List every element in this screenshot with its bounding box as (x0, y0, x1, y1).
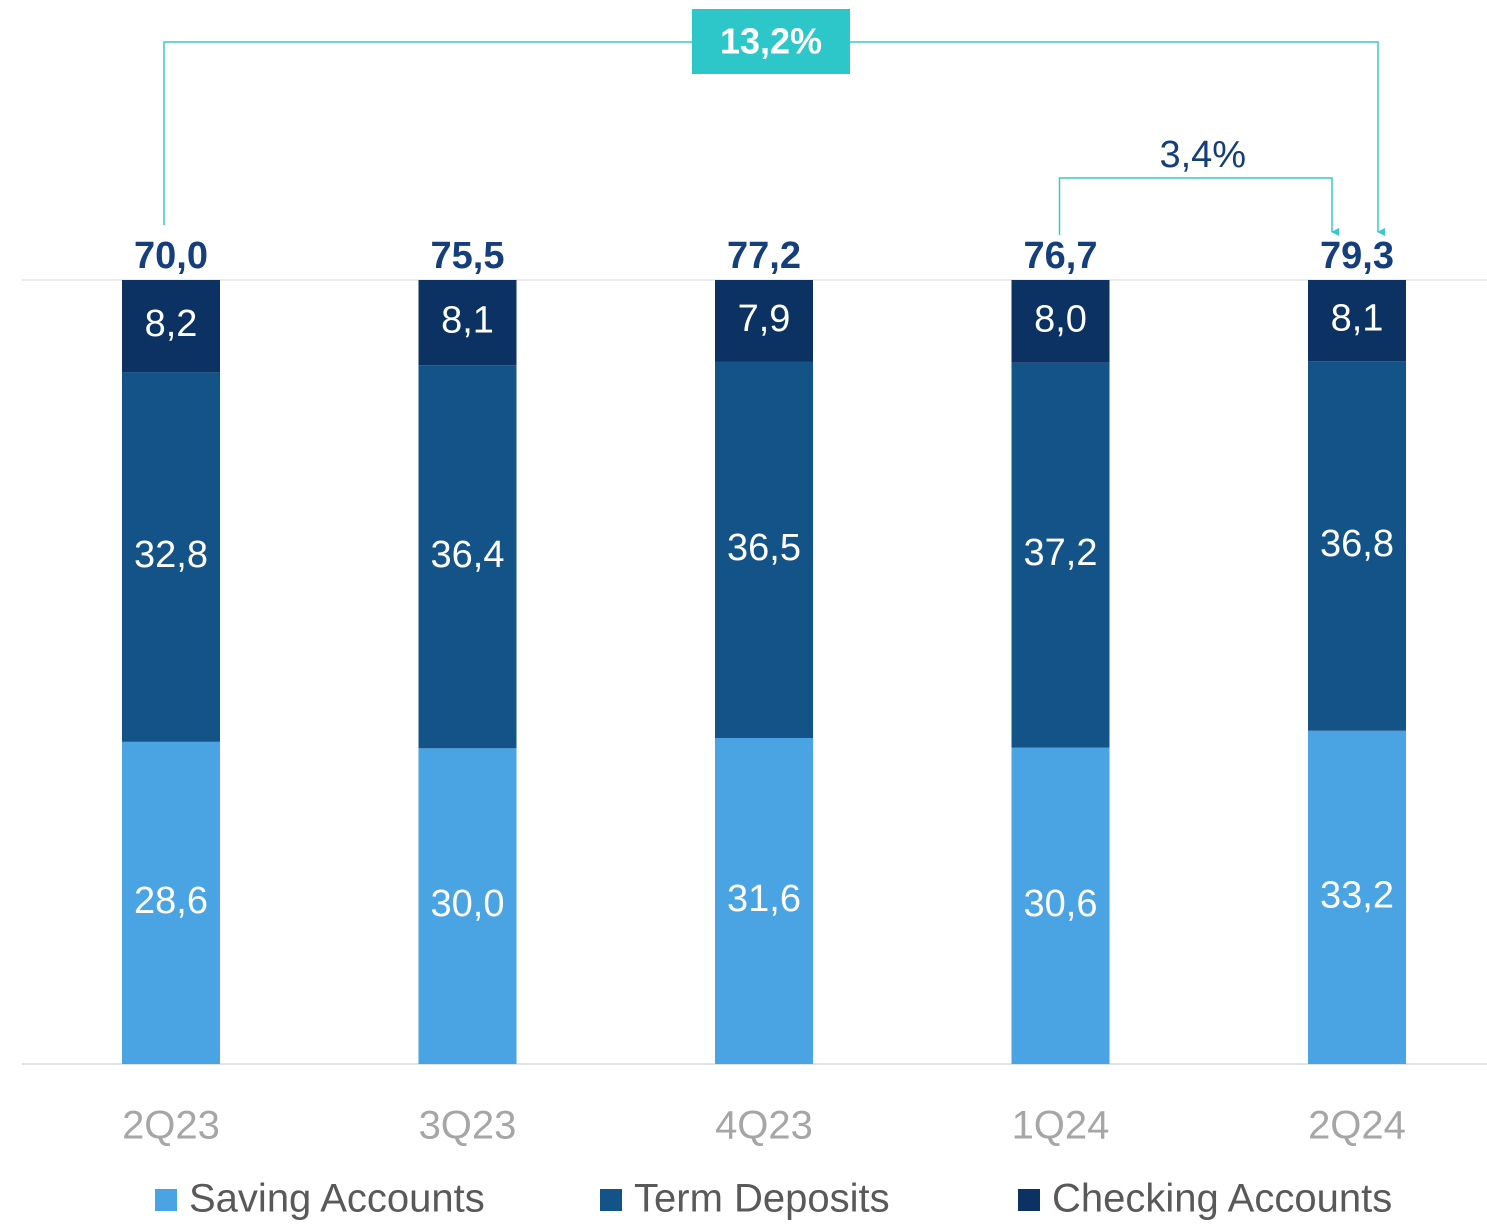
bar-segment (418, 280, 517, 366)
segment-label: 36,5 (727, 527, 801, 569)
legend-label: Term Deposits (634, 1177, 890, 1221)
legend-swatch (1018, 1189, 1040, 1211)
total-label: 77,2 (727, 235, 801, 277)
segment-label: 30,6 (1024, 883, 1098, 925)
segment-label: 37,2 (1024, 532, 1098, 574)
total-label: 79,3 (1320, 235, 1394, 277)
bar-segment (1308, 280, 1406, 362)
bar-segment (418, 365, 517, 749)
growth-label: 3,4% (1159, 134, 1246, 176)
legend-label: Saving Accounts (189, 1177, 485, 1221)
segment-label: 8,1 (441, 300, 494, 342)
bar-segment (715, 361, 813, 739)
segment-label: 36,8 (1320, 523, 1394, 565)
total-label: 76,7 (1024, 235, 1098, 277)
bar-segment (1308, 361, 1406, 731)
segment-label: 33,2 (1320, 874, 1394, 916)
segment-label: 36,4 (431, 534, 505, 576)
bar-segment (418, 748, 517, 1064)
growth-badge (692, 9, 850, 74)
bar-segment (715, 280, 813, 362)
total-label: 75,5 (431, 235, 505, 277)
segment-label: 28,6 (134, 880, 208, 922)
growth-label: 13,2% (720, 21, 822, 62)
segment-label: 8,2 (145, 303, 198, 345)
x-tick-label: 2Q24 (1308, 1104, 1406, 1148)
bar-segment (715, 738, 813, 1064)
total-label: 70,0 (134, 235, 208, 277)
bar-segment (122, 280, 220, 373)
segment-label: 32,8 (134, 534, 208, 576)
bar-segment (122, 372, 220, 742)
segment-label: 31,6 (727, 878, 801, 920)
segment-label: 30,0 (431, 883, 505, 925)
x-tick-label: 1Q24 (1012, 1104, 1110, 1148)
segment-label: 8,1 (1331, 298, 1384, 340)
bar-segment (1011, 280, 1110, 363)
legend-swatch (155, 1189, 177, 1211)
bar-segment (1308, 730, 1406, 1064)
x-tick-label: 2Q23 (122, 1104, 220, 1148)
legend-swatch (600, 1189, 622, 1211)
segment-label: 7,9 (738, 298, 791, 340)
bar-segment (1011, 362, 1110, 748)
legend-label: Checking Accounts (1052, 1177, 1392, 1221)
bar-segment (1011, 747, 1110, 1064)
x-tick-label: 3Q23 (419, 1104, 517, 1148)
growth-bracket (1058, 177, 1339, 236)
x-tick-label: 4Q23 (715, 1104, 813, 1148)
bar-segment (122, 741, 220, 1064)
segment-label: 8,0 (1034, 298, 1087, 340)
